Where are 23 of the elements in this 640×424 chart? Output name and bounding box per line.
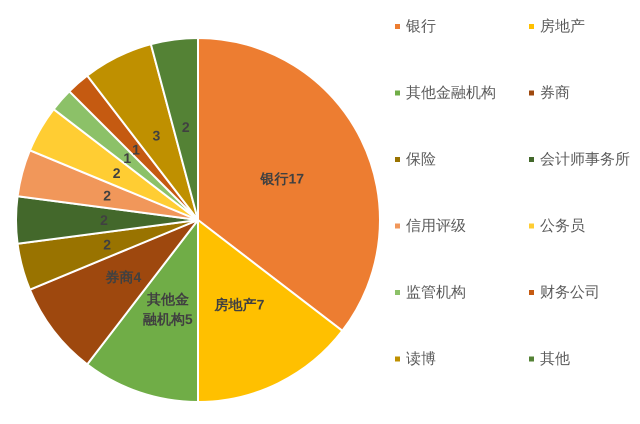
data-label: 2 bbox=[182, 118, 190, 135]
legend-label: 信用评级 bbox=[406, 218, 466, 234]
legend-label: 监管机构 bbox=[406, 284, 466, 301]
data-label: 3 bbox=[152, 128, 161, 144]
data-label: 2 bbox=[103, 188, 112, 204]
legend-label: 公务员 bbox=[540, 218, 585, 234]
data-label: 1 bbox=[123, 150, 132, 166]
legend-label: 房地产 bbox=[540, 18, 585, 35]
legend-label: 银行 bbox=[405, 18, 436, 35]
legend-label: 读博 bbox=[406, 350, 436, 368]
legend-label: 保险 bbox=[406, 151, 436, 168]
data-label: 2 bbox=[103, 236, 112, 252]
data-label: 1 bbox=[132, 141, 140, 158]
legend-label: 会计师事务所 bbox=[540, 151, 630, 168]
data-label: 2 bbox=[112, 165, 121, 181]
legend-label: 券商 bbox=[540, 84, 570, 102]
data-label: 房地产7 bbox=[214, 296, 265, 312]
data-label: 银行17 bbox=[260, 170, 304, 186]
data-label: 券商4 bbox=[104, 269, 142, 286]
data-label: 其他金融机构5 bbox=[142, 291, 193, 328]
legend-label: 其他 bbox=[540, 350, 570, 368]
legend-label: 其他金融机构 bbox=[406, 84, 496, 102]
legend-label: 财务公司 bbox=[540, 284, 600, 301]
